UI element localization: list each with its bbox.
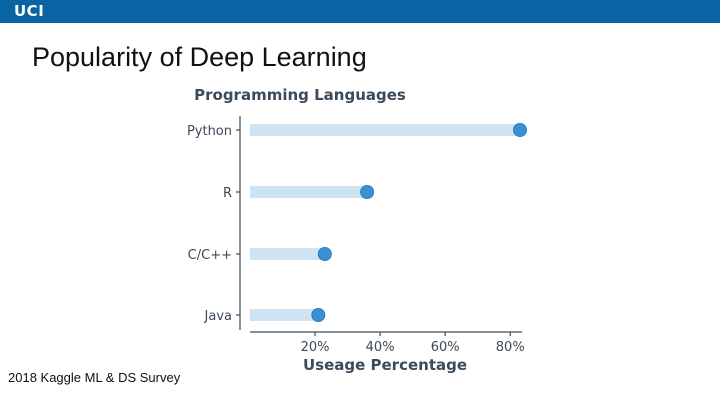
data-point (513, 123, 527, 137)
x-tick-label: 80% (496, 340, 525, 355)
x-tick-label: 20% (301, 340, 330, 355)
data-point (311, 308, 326, 322)
y-tick-label: R (223, 186, 232, 201)
bar (250, 309, 319, 321)
bar (250, 248, 325, 260)
y-tick-label: Python (187, 124, 232, 139)
uci-logo: UCI (14, 2, 45, 20)
header-rule (0, 22, 720, 23)
header-bar: UCI (0, 0, 720, 24)
bar (250, 124, 520, 136)
data-point (317, 247, 332, 261)
x-tick-label: 60% (431, 340, 460, 355)
x-axis-label: Useage Percentage (303, 356, 467, 374)
chart-title: Programming Languages (194, 86, 406, 104)
source-caption: 2018 Kaggle ML & DS Survey (8, 370, 181, 385)
slide-title: Popularity of Deep Learning (32, 42, 367, 72)
y-tick-label: Java (204, 309, 232, 324)
bar (250, 186, 368, 198)
x-tick-label: 40% (366, 340, 395, 355)
data-point (360, 185, 375, 199)
y-tick-label: C/C++ (188, 248, 232, 263)
